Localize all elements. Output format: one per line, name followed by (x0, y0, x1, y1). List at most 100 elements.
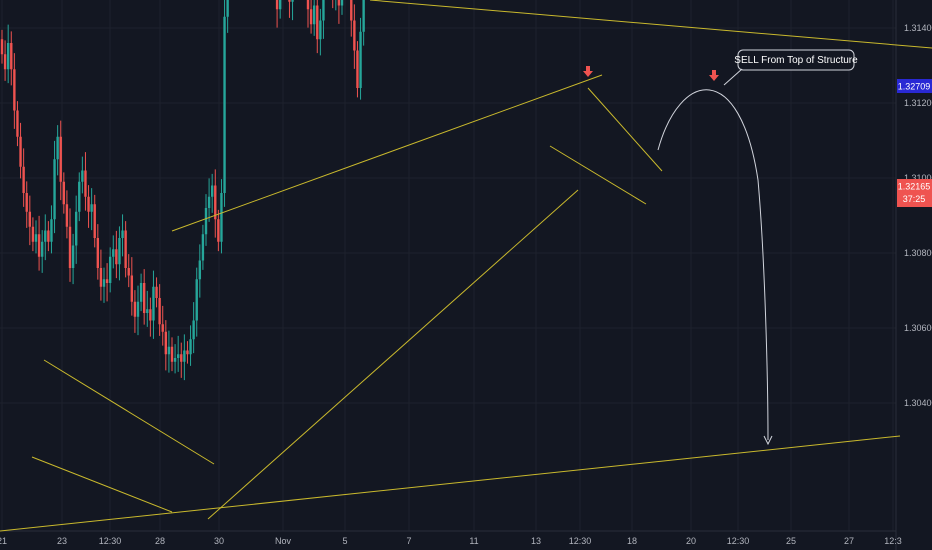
x-tick-label: 18 (627, 536, 637, 546)
candle-body (316, 5, 319, 40)
candle-body (22, 166, 25, 193)
candle-body (176, 354, 180, 358)
channel-bottom-trendline[interactable] (207, 189, 579, 520)
candle-body (167, 346, 171, 355)
candle-body (146, 309, 149, 313)
candle-body (112, 249, 115, 257)
falling-wedge-top-trendline[interactable] (43, 359, 215, 465)
last-price-text: 1.32165 (898, 182, 931, 192)
candle-body (306, 0, 310, 10)
x-tick-label: 25 (786, 536, 796, 546)
candle-body (127, 268, 130, 276)
candle-body (359, 31, 362, 88)
projection-arc (657, 89, 769, 441)
flag-bottom-trendline[interactable] (549, 145, 647, 205)
candle-body (195, 279, 198, 321)
candle-body (223, 16, 226, 193)
candle-body (130, 275, 134, 302)
candle-body (312, 5, 316, 25)
y-tick-label: 1.31000 (904, 173, 932, 183)
x-tick-label: 11 (469, 536, 478, 546)
projection-arrowhead (763, 435, 773, 446)
x-tick-label: 12:30 (569, 536, 592, 546)
candle-body (136, 301, 140, 317)
candle-body (3, 54, 7, 70)
candle-body (220, 193, 223, 242)
candle-body (37, 234, 41, 257)
x-tick-label: 21 (0, 536, 7, 546)
candle-body (71, 245, 75, 268)
candle-body (275, 0, 279, 10)
falling-wedge-bottom-trendline[interactable] (31, 456, 173, 513)
candle-body (207, 196, 211, 208)
candle-body (319, 20, 322, 40)
y-tick-label: 1.31400 (904, 23, 932, 33)
candle-body (96, 238, 100, 268)
x-tick-label: 28 (155, 536, 165, 546)
candle-body (180, 354, 183, 362)
candle-body (291, 0, 294, 2)
x-tick-label: 12:30 (99, 536, 122, 546)
candle-body (25, 193, 28, 212)
candle-body (155, 286, 158, 298)
candle-body (102, 279, 106, 287)
candle-body (139, 283, 143, 302)
candle-body (99, 268, 103, 287)
channel-top-trendline[interactable] (171, 74, 603, 232)
candle-body (121, 230, 124, 238)
x-tick-label: 30 (214, 536, 224, 546)
candle-body (124, 230, 127, 268)
sell-marker-arrow (709, 70, 719, 81)
x-tick-label: Nov (275, 536, 292, 546)
candle-body (90, 204, 93, 212)
x-tick-label: 23 (57, 536, 67, 546)
candle-body (133, 301, 137, 317)
candle-body (53, 159, 56, 220)
candle-body (356, 50, 359, 88)
sell-marker-arrow (583, 66, 593, 77)
candle-body (118, 238, 121, 265)
candle-body (50, 219, 53, 242)
candle-body (65, 204, 69, 227)
x-axis-ticks: 21 23 12:30 28 30 Nov 5 7 11 13 12:30 18 20 12:30 25 27… (0, 536, 902, 546)
candle-body (322, 0, 325, 21)
drawings[interactable]: SELL From Top of Structure (0, 0, 932, 532)
bar-countdown-text: 37:25 (903, 194, 926, 204)
candle-body (68, 226, 72, 268)
upper-resistance-trendline[interactable] (369, 0, 932, 49)
candle-body (84, 170, 87, 197)
sell-annotation-callout[interactable]: SELL From Top of Structure (723, 49, 858, 86)
candle-body (340, 0, 344, 6)
x-tick-label: 12:30 (727, 536, 750, 546)
price-badges: 1.32709 1.32165 37:25 (897, 79, 932, 207)
candle-body (87, 196, 90, 212)
candle-body (161, 324, 164, 332)
grid (0, 0, 896, 531)
candle-body (204, 208, 208, 235)
last-price-badge (897, 179, 932, 207)
candle-body (56, 136, 59, 160)
candle-body (186, 350, 189, 355)
candle-body (40, 241, 44, 257)
candle-body (183, 350, 186, 362)
candle-body (210, 185, 214, 197)
x-tick-label: 13 (531, 536, 541, 546)
candle-body (10, 43, 13, 70)
x-tick-label: 20 (686, 536, 696, 546)
lower-support-trendline[interactable] (0, 435, 901, 532)
level-price-text: 1.32709 (898, 82, 931, 92)
x-tick-label: 12:3 (884, 536, 902, 546)
candle-body (47, 230, 50, 242)
candle-body (105, 279, 109, 283)
flag-top-trendline[interactable] (587, 87, 663, 172)
candle-body (93, 204, 96, 238)
candle-body (6, 43, 10, 70)
candle-body (16, 110, 19, 137)
axes (0, 0, 897, 550)
candle-body (31, 226, 35, 242)
x-tick-label: 7 (406, 536, 411, 546)
candle-body (170, 346, 174, 362)
candle-body (152, 286, 155, 321)
candle-body (149, 309, 152, 321)
